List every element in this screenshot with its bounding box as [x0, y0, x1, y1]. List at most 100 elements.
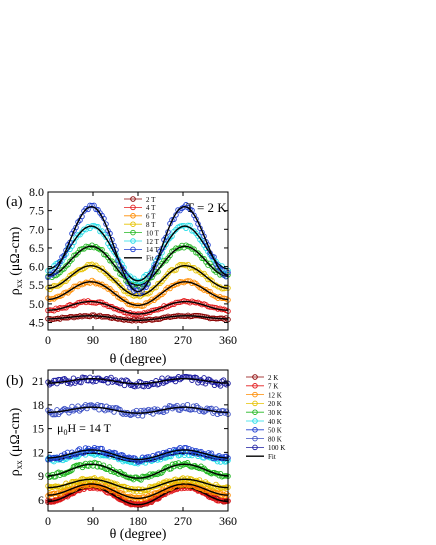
y-tick-label: 12 — [32, 445, 44, 459]
legend-label: Fit — [268, 453, 276, 461]
data-point-20K — [91, 475, 98, 481]
y-tick-label: 18 — [32, 398, 44, 412]
legend-swatch-marker — [252, 383, 258, 389]
data-point-14T — [87, 202, 93, 209]
legend-swatch-marker — [130, 196, 136, 202]
legend-label: 40 K — [268, 418, 282, 426]
y-tick-label: 8.0 — [29, 185, 44, 199]
panel-b-ylabel-sub: xx — [14, 460, 24, 470]
panel-b-ylabel: ρxx (μΩ-cm) — [8, 407, 24, 476]
data-point-10T — [111, 261, 117, 267]
data-point-6T — [205, 288, 211, 295]
panel-a-ylabel: ρxx (μΩ-cm) — [8, 226, 24, 295]
data-point-100K — [78, 379, 84, 386]
panel-a-xlabel: θ (degree) — [110, 352, 167, 367]
data-point-7K — [181, 485, 188, 491]
data-point-20K — [130, 488, 137, 494]
data-point-14T — [153, 260, 159, 267]
legend-label: 12 K — [268, 391, 282, 399]
panel-b-annotation: μ0H = 14 T — [57, 421, 112, 437]
data-point-80K — [78, 406, 84, 413]
panel-a-label: (a) — [6, 194, 23, 210]
legend-swatch-marker — [130, 246, 136, 253]
panel-a-ylabel-sub: xx — [14, 279, 24, 289]
panel-a-annotation: T = 2 K — [186, 200, 227, 215]
data-point-20K — [196, 477, 203, 483]
data-point-50K — [175, 446, 182, 452]
y-tick-label: 6.0 — [29, 260, 44, 274]
data-point-7K — [145, 499, 152, 506]
legend-label: 20 K — [268, 400, 282, 408]
fit-line-20K — [48, 478, 228, 491]
data-point-6T — [185, 278, 191, 284]
x-tick-label: 360 — [219, 514, 237, 528]
legend-label: 50 K — [268, 427, 282, 435]
x-tick-label: 90 — [87, 333, 99, 347]
panel-b-ylabel-unit: (μΩ-cm) — [8, 407, 23, 460]
y-tick-label: 5.5 — [29, 278, 44, 292]
data-point-80K — [223, 408, 230, 415]
fit-line-12T — [47, 225, 229, 282]
panel-b-series — [45, 373, 231, 508]
data-point-80K — [139, 413, 146, 419]
legend-swatch-marker — [252, 400, 258, 407]
panel-b-annotation-tail: H = 14 T — [67, 421, 111, 435]
panel-a-ylabel-symbol: ρ — [8, 288, 23, 295]
legend-swatch-marker — [130, 213, 136, 219]
legend-label: Fit — [146, 255, 154, 263]
data-point-10T — [167, 252, 173, 259]
data-point-50K — [60, 454, 66, 461]
legend-swatch-marker — [252, 418, 258, 424]
legend-swatch-marker — [130, 229, 136, 236]
legend-swatch-marker — [252, 444, 258, 451]
data-point-8T — [219, 285, 225, 292]
legend-label: 2 K — [268, 374, 278, 382]
legend-label: 100 K — [268, 444, 285, 452]
data-point-12T — [163, 241, 169, 248]
legend-label: 80 K — [268, 435, 282, 443]
panel-b-label: (b) — [6, 373, 24, 389]
data-point-14T — [51, 269, 57, 275]
data-point-12K — [154, 490, 161, 496]
fit-line-6T — [48, 281, 228, 307]
data-point-8T — [155, 280, 161, 287]
legend-label: 14 T — [146, 246, 160, 254]
legend-swatch-marker — [252, 391, 258, 398]
legend-swatch-marker — [130, 238, 136, 244]
panel-a-ylabel-unit: (μΩ-cm) — [8, 226, 23, 279]
fit-line-10T — [47, 245, 229, 286]
legend-label: 12 T — [146, 238, 160, 246]
panel-a-series — [45, 202, 231, 324]
data-point-12T — [75, 232, 81, 238]
data-point-14T — [155, 255, 161, 261]
data-point-8T — [61, 278, 67, 284]
data-point-8T — [111, 277, 117, 284]
data-point-14T — [93, 206, 99, 213]
x-tick-label: 90 — [87, 514, 99, 528]
legend-label: 10 T — [146, 229, 160, 237]
y-tick-label: 6.5 — [29, 241, 44, 255]
data-point-100K — [145, 383, 152, 390]
legend-label: 2 T — [146, 196, 156, 204]
x-tick-label: 270 — [174, 514, 192, 528]
fit-line-80K — [48, 406, 228, 414]
data-point-12T — [81, 226, 87, 232]
legend-swatch-marker — [252, 374, 258, 380]
data-point-10T — [107, 258, 113, 264]
x-tick-label: 180 — [129, 514, 147, 528]
legend-swatch-marker — [252, 435, 258, 442]
data-point-14T — [63, 247, 69, 254]
legend-swatch-marker — [130, 204, 136, 211]
data-point-12K — [223, 490, 230, 497]
legend-label: 8 T — [146, 221, 156, 229]
data-point-6T — [111, 290, 117, 297]
legend-swatch-marker — [130, 221, 136, 227]
legend-swatch-marker — [252, 427, 258, 433]
panel-b-annotation-mu: μ — [57, 421, 63, 435]
data-point-14T — [61, 252, 67, 259]
y-tick-label: 7.0 — [29, 222, 44, 236]
y-tick-label: 6 — [38, 493, 44, 507]
x-tick-label: 0 — [45, 333, 51, 347]
